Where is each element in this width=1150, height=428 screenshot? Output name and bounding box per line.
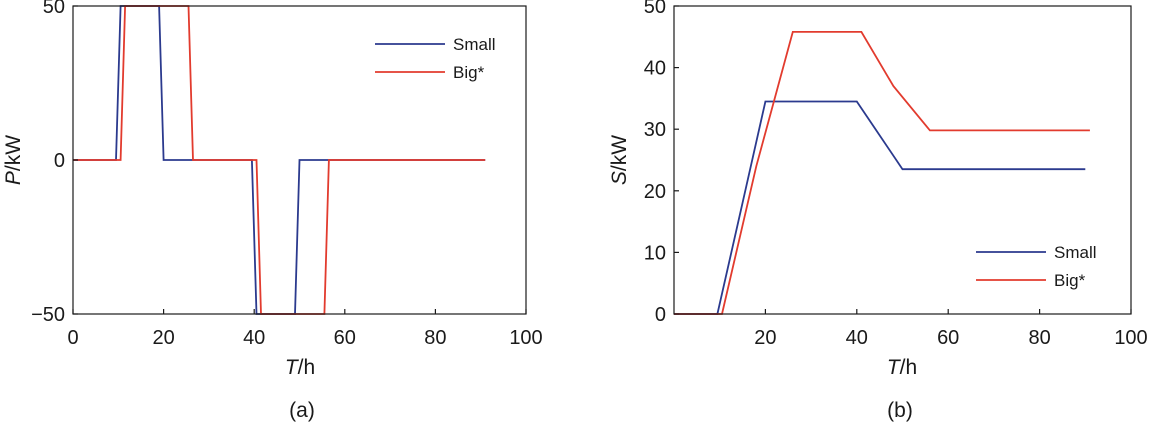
x-tick-label-b-0: 20 [754, 327, 776, 349]
legend-label-a-1: Small [453, 35, 496, 54]
x-tick-label-a-0: 0 [67, 327, 78, 349]
series-line-b-1 [674, 100, 1086, 315]
caption-b: (b) [887, 399, 913, 422]
legend-label-b-1: Small [1054, 243, 1097, 262]
x-tick-label-a-5: 100 [509, 327, 542, 349]
series-line-a-2 [73, 5, 486, 315]
y-tick-label-b-1: 10 [644, 242, 666, 264]
y-axis-label-b: S/kW [608, 135, 631, 185]
x-axis-label-a: T/h [285, 356, 315, 379]
x-axis-label-b: T/h [887, 356, 917, 379]
y-tick-label-a-1: 0 [54, 150, 65, 172]
caption-a: (a) [289, 399, 315, 422]
x-tick-label-a-1: 20 [152, 327, 174, 349]
x-tick-label-a-4: 80 [424, 327, 446, 349]
plot-frame-b [673, 5, 1132, 315]
y-tick-label-b-0: 0 [655, 304, 666, 326]
series-line-b-2 [674, 30, 1090, 315]
y-tick-label-b-3: 30 [644, 119, 666, 141]
x-tick-label-a-3: 60 [334, 327, 356, 349]
y-axis-label-a: P/kW [2, 135, 25, 185]
x-tick-label-a-2: 40 [243, 327, 265, 349]
y-tick-label-a-2: 50 [43, 0, 65, 18]
x-tick-label-b-1: 40 [846, 327, 868, 349]
x-tick-label-b-3: 80 [1028, 327, 1050, 349]
y-tick-label-b-4: 40 [644, 58, 666, 80]
x-tick-label-b-4: 100 [1114, 327, 1147, 349]
y-tick-label-b-5: 50 [644, 0, 666, 18]
y-tick-label-b-2: 20 [644, 181, 666, 203]
legend-label-b-2: Big* [1054, 271, 1086, 290]
panel-b: 20 40 60 80 100 0 10 20 30 40 50 Small Big* T/h S/k… [608, 0, 1148, 422]
legend-label-a-2: Big* [453, 63, 485, 82]
x-tick-label-b-2: 60 [937, 327, 959, 349]
y-tick-label-a-0: −50 [31, 304, 65, 326]
